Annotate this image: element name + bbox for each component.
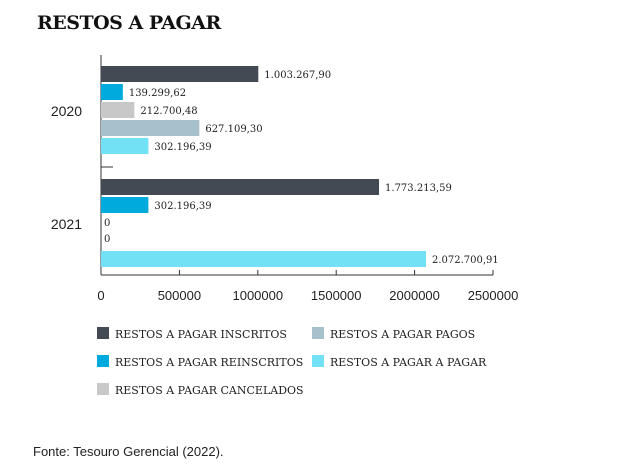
legend-swatch: [97, 383, 109, 395]
x-tick-label: 2000000: [389, 288, 440, 303]
bar: [101, 120, 200, 136]
bar: [101, 102, 135, 118]
chart-title: RESTOS A PAGAR: [37, 12, 221, 34]
data-label: 0: [104, 234, 110, 245]
legend-swatch: [312, 355, 324, 367]
x-tick-label: 1000000: [232, 288, 283, 303]
legend-label: RESTOS A PAGAR INSCRITOS: [115, 328, 287, 341]
x-tick-label: 0: [97, 288, 104, 303]
x-tick-label: 500000: [158, 288, 201, 303]
data-label: 1.773.213,59: [385, 183, 452, 194]
bar: [101, 138, 149, 154]
bar: [101, 66, 259, 82]
category-label: 2020: [51, 103, 82, 119]
data-label: 212.700,48: [140, 106, 197, 117]
bar: [101, 197, 149, 213]
data-label: 1.003.267,90: [264, 70, 331, 81]
legend-label: RESTOS A PAGAR CANCELADOS: [115, 384, 304, 397]
x-tick-label: 2500000: [468, 288, 519, 303]
legend-label: RESTOS A PAGAR REINSCRITOS: [115, 356, 303, 369]
legend-label: RESTOS A PAGAR PAGOS: [330, 328, 475, 341]
legend-swatch: [97, 327, 109, 339]
data-label: 2.072.700,91: [432, 255, 499, 266]
data-label: 139.299,62: [129, 88, 186, 99]
data-label: 302.196,39: [154, 142, 211, 153]
legend-swatch: [312, 327, 324, 339]
data-label: 627.109,30: [205, 124, 262, 135]
x-tick-label: 1500000: [311, 288, 362, 303]
legend-label: RESTOS A PAGAR A PAGAR: [330, 356, 487, 369]
bar: [101, 251, 426, 267]
data-label: 0: [104, 218, 110, 229]
source-note: Fonte: Tesouro Gerencial (2022).: [33, 444, 224, 459]
data-label: 302.196,39: [154, 201, 211, 212]
legend-swatch: [97, 355, 109, 367]
bar: [101, 84, 123, 100]
bar: [101, 179, 380, 195]
category-label: 2021: [51, 216, 82, 232]
